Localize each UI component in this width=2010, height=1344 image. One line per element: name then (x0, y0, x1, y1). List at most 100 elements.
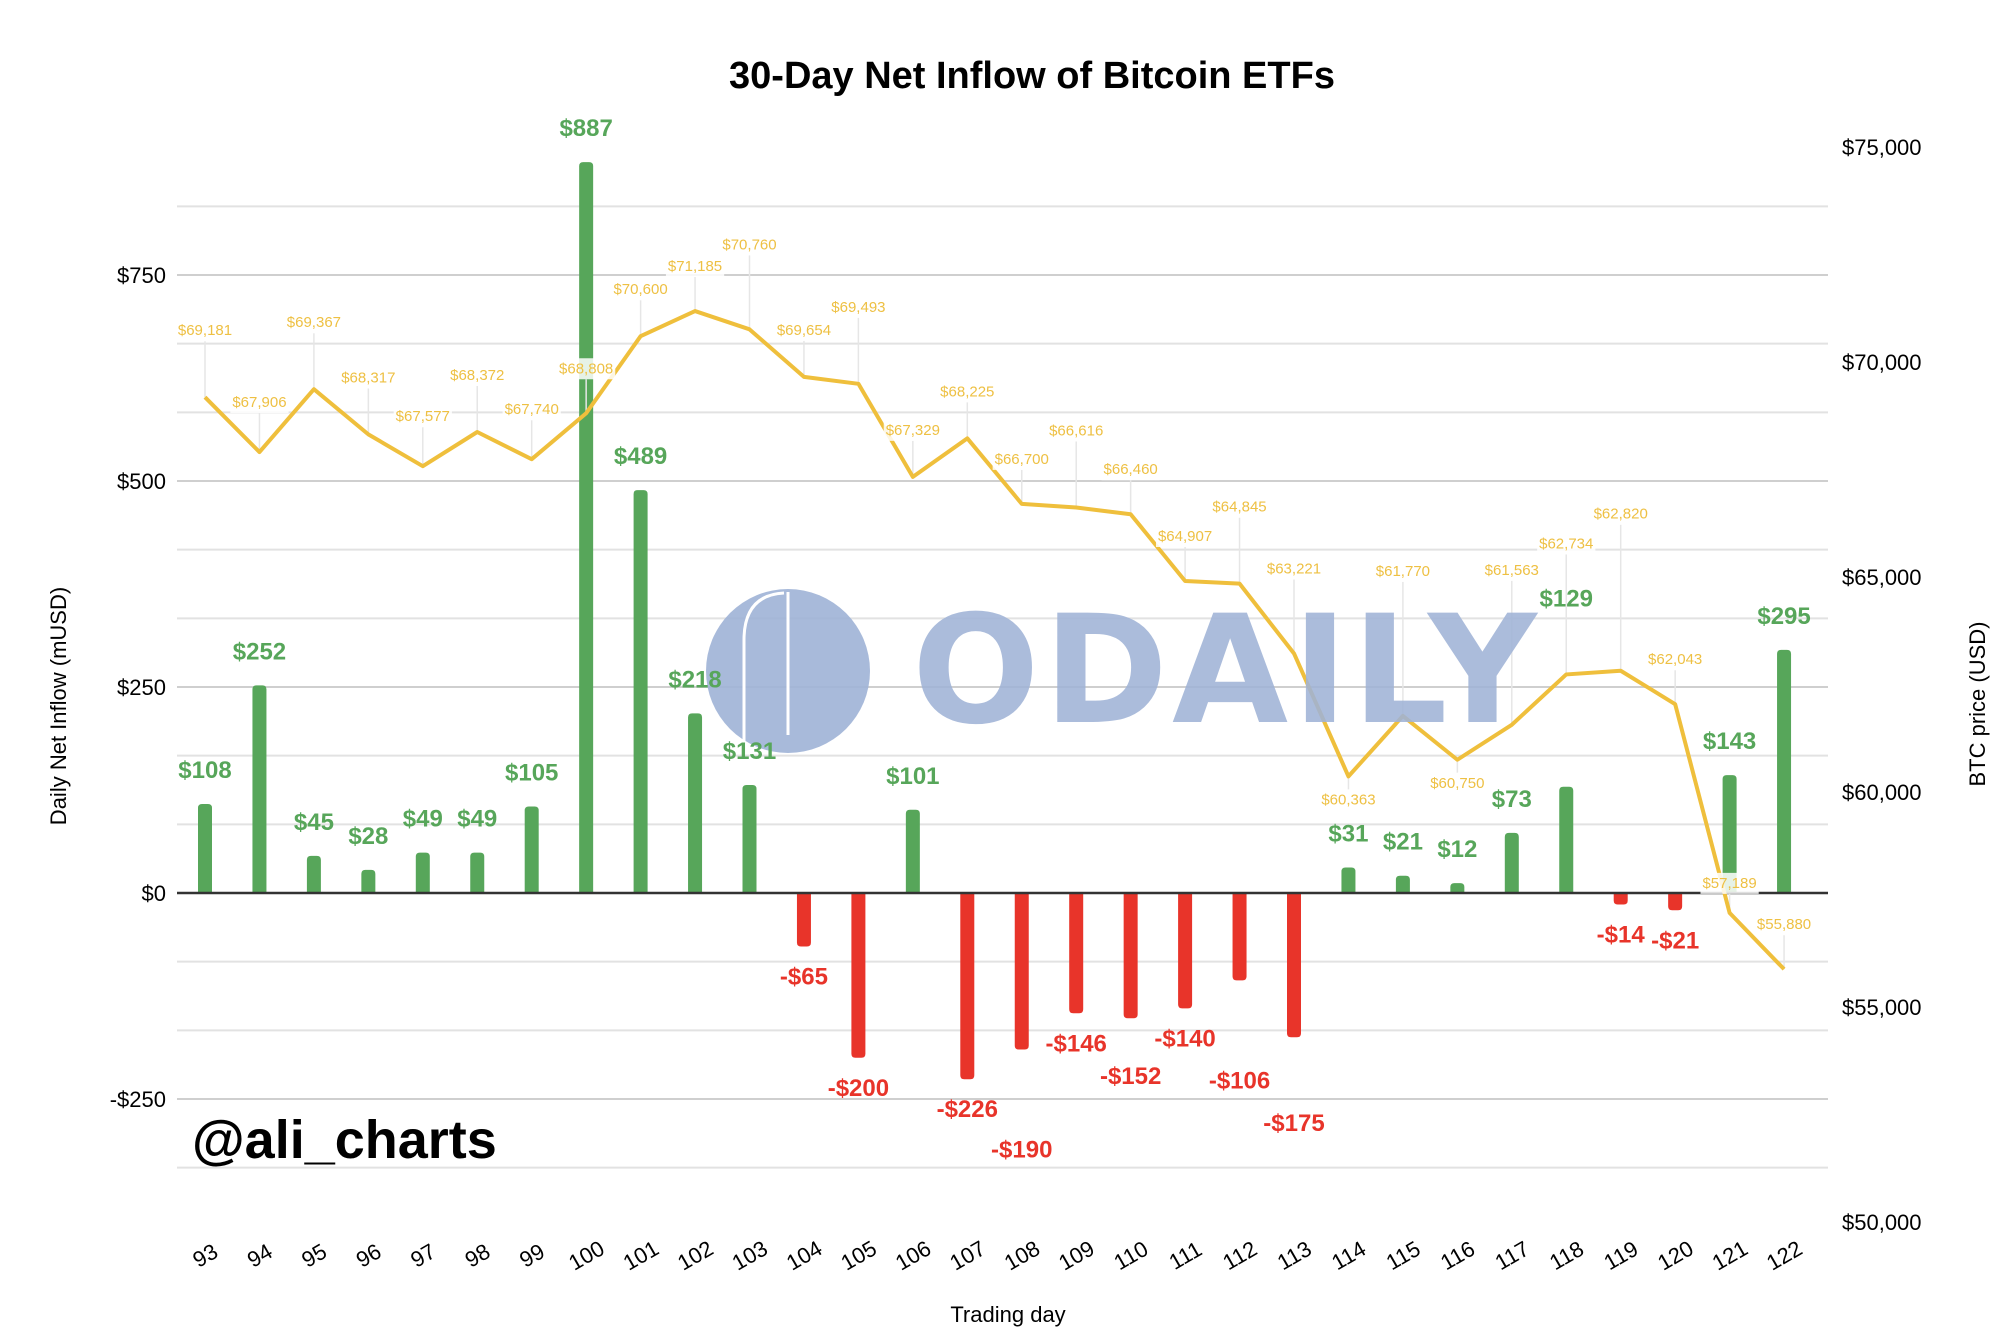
x-tick-label: 110 (1109, 1236, 1152, 1275)
price-label-bg (1428, 772, 1487, 794)
x-tick-label: 101 (619, 1235, 663, 1275)
bar-value-label: $105 (505, 759, 558, 786)
x-tick-label: 96 (352, 1239, 386, 1273)
x-tick-label: 103 (728, 1235, 772, 1275)
price-leader-lines (204, 255, 1785, 970)
x-tick-label: 112 (1218, 1236, 1261, 1275)
price-value-label: $60,750 (1430, 775, 1484, 792)
price-label-bg (1210, 496, 1269, 518)
price-label-bg (1101, 459, 1160, 481)
price-value-label: $64,845 (1212, 499, 1266, 516)
price-label-bg (502, 399, 561, 421)
bar-day-117 (1504, 832, 1519, 893)
price-value-label: $67,906 (232, 394, 286, 411)
x-tick-label: 104 (782, 1235, 826, 1275)
price-label-bg (448, 365, 507, 387)
x-tick-label: 109 (1054, 1235, 1098, 1275)
x-tick-label: 119 (1600, 1236, 1643, 1275)
bar-value-label: -$21 (1651, 927, 1699, 954)
bar-day-111 (1178, 893, 1193, 1009)
x-tick-label: 108 (1000, 1235, 1044, 1275)
price-line (203, 309, 1786, 971)
x-tick-label: 98 (461, 1239, 495, 1273)
price-label-bg (1264, 558, 1324, 580)
price-label-bg (1754, 914, 1814, 936)
price-label-bg (284, 312, 344, 334)
price-label-bg (1047, 420, 1106, 442)
bar-value-label: -$190 (991, 1137, 1052, 1164)
price-value-label: $62,043 (1648, 651, 1702, 668)
price-value-label: $67,329 (886, 422, 940, 439)
right-tick-label: $65,000 (1842, 565, 1922, 590)
price-label-bg (339, 367, 398, 389)
bar-day-116 (1450, 883, 1465, 893)
price-label-bg (1700, 872, 1759, 894)
bar-day-105 (851, 893, 866, 1058)
x-tick-label: 117 (1491, 1236, 1534, 1275)
x-axis-ticks: 93 94 95 96 97 98 99 100 101 102 103 104 105 106 107 10… (188, 1235, 1806, 1275)
price-value-label: $71,185 (668, 258, 722, 275)
bar-value-label: $49 (403, 806, 443, 833)
price-label-bg (774, 319, 834, 341)
price-value-label: $61,770 (1376, 563, 1430, 580)
price-label-bg (665, 256, 725, 278)
bar-day-97 (415, 852, 430, 893)
price-label-bg (992, 448, 1051, 470)
bar-value-label: $28 (348, 823, 388, 850)
x-tick-label: 106 (891, 1235, 935, 1275)
chart-title: 30-Day Net Inflow of Bitcoin ETFs (729, 55, 1335, 97)
price-labels: $69,181 $67,906 $69,367 $68,317 $67,577 $68,3… (175, 234, 1814, 936)
credit-handle: @ali_charts (192, 1110, 497, 1170)
bar-value-label: -$226 (937, 1096, 998, 1123)
price-label-bg (230, 392, 289, 414)
left-axis-title: Daily Net Inflow (mUSD) (46, 587, 71, 825)
bar-day-96 (361, 869, 376, 893)
x-tick-label: 94 (243, 1239, 277, 1273)
price-value-label: $60,363 (1321, 791, 1375, 808)
price-value-label: $67,740 (505, 401, 559, 418)
x-tick-label: 111 (1165, 1236, 1206, 1274)
right-tick-label: $55,000 (1842, 995, 1922, 1020)
x-tick-label: 113 (1273, 1236, 1316, 1275)
bar-day-112 (1232, 893, 1247, 981)
price-value-label: $66,616 (1049, 423, 1103, 440)
price-value-label: $69,654 (777, 322, 831, 339)
price-value-label: $69,181 (178, 322, 232, 339)
bar-value-label: $108 (178, 757, 231, 784)
price-label-bg (1537, 533, 1596, 555)
price-value-label: $68,317 (341, 369, 395, 386)
bar-day-122 (1777, 649, 1792, 893)
bar-value-label: $49 (457, 806, 497, 833)
bar-value-label: -$146 (1046, 1030, 1107, 1057)
bar-day-114 (1341, 867, 1356, 893)
x-tick-label: 105 (837, 1235, 881, 1275)
price-value-label: $69,367 (287, 314, 341, 331)
bar-day-115 (1395, 875, 1410, 893)
price-value-label: $69,493 (831, 299, 885, 316)
price-label-bg (1319, 789, 1378, 811)
bar-value-label: $21 (1383, 829, 1423, 856)
bar-value-label: $131 (723, 738, 776, 765)
x-tick-label: 120 (1653, 1235, 1697, 1275)
price-label-bg (393, 406, 452, 428)
right-axis-title: BTC price (USD) (1965, 621, 1990, 786)
bar-day-102 (688, 713, 703, 893)
price-value-label: $70,760 (722, 236, 776, 253)
bar-value-label: -$152 (1100, 1063, 1161, 1090)
x-tick-label: 121 (1708, 1235, 1752, 1275)
bar-day-103 (742, 785, 757, 893)
bar-value-label: -$106 (1209, 1067, 1270, 1094)
bar-day-113 (1287, 893, 1301, 1038)
bar-value-label: $101 (886, 763, 939, 790)
bar-value-label: -$200 (828, 1075, 889, 1102)
right-axis-ticks: $75,000 $70,000 $65,000 $60,000 $55,000 $50,0… (1842, 135, 1922, 1235)
x-tick-label: 100 (564, 1235, 608, 1275)
bar-day-101 (633, 490, 648, 893)
price-value-label: $68,372 (450, 367, 504, 384)
bar-day-93 (198, 804, 212, 893)
price-label-bg (1155, 525, 1215, 547)
bar-day-94 (252, 685, 267, 893)
bar-value-label: -$14 (1597, 922, 1646, 949)
price-value-label: $57,189 (1702, 875, 1756, 892)
